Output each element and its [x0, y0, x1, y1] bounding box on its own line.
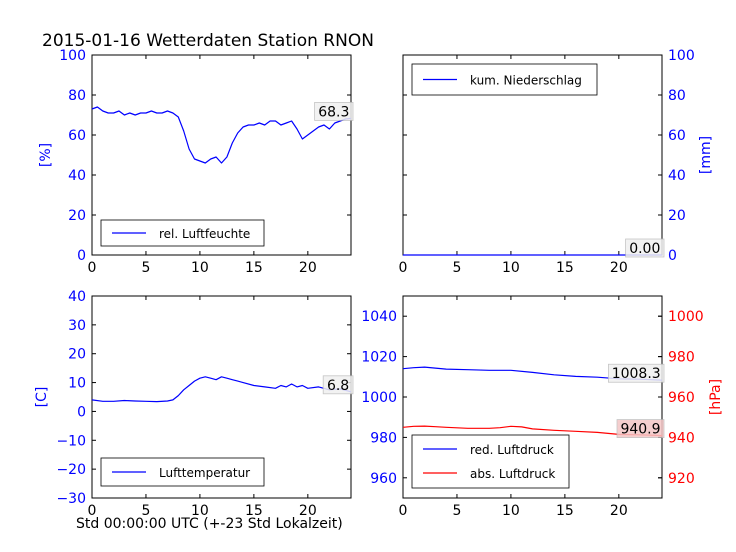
- precipitation-y-axis-label: [mm]: [698, 136, 714, 174]
- pressure-legend-label-0: red. Luftdruck: [470, 443, 554, 457]
- precipitation-y-tick-label: 0: [668, 248, 677, 264]
- temperature-y-tick-label: 20: [68, 347, 86, 363]
- chart-title: 2015-01-16 Wetterdaten Station RNON: [42, 31, 374, 51]
- temperature-y-tick-label: 0: [77, 404, 86, 420]
- pressure-y-tick-label: 1020: [361, 350, 397, 366]
- pressure-x-tick-label: 15: [556, 503, 574, 519]
- humidity-y-tick-label: 40: [68, 168, 86, 184]
- temperature-x-tick-label: 15: [245, 503, 263, 519]
- temperature-y-tick-label: −30: [56, 491, 86, 507]
- pressure-series-line-1: [402, 425, 663, 437]
- panel-temperature: 0 5 10 15 20 −30 −20 −10 0 10 20 30 40 [C] 6.8 Lufttemp…: [34, 289, 354, 519]
- pressure-x-tick-label: 10: [502, 503, 520, 519]
- humidity-value-label-0: 68.3: [318, 104, 349, 120]
- pressure-y2-tick-label: 980: [668, 350, 695, 366]
- panel-precipitation: 0 5 10 15 20 0 20 40 60 80 100 [mm] 0.00 kum. Nieders…: [399, 48, 714, 276]
- pressure-y-axis-label: [hPa]: [708, 379, 724, 415]
- humidity-y-tick-label: 60: [68, 128, 86, 144]
- pressure-legend-label-1: abs. Luftdruck: [470, 467, 555, 481]
- pressure-x-tick-label: 0: [399, 503, 408, 519]
- temperature-y-tick-label: 10: [68, 376, 86, 392]
- pressure-x-tick-label: 20: [610, 503, 628, 519]
- precipitation-y-tick-label: 40: [668, 168, 686, 184]
- temperature-x-tick-label: 5: [141, 503, 150, 519]
- temperature-value-label-0: 6.8: [327, 378, 349, 394]
- humidity-x-tick-label: 5: [141, 260, 150, 276]
- precipitation-x-tick-label: 10: [502, 260, 520, 276]
- temperature-x-tick-label: 0: [88, 503, 97, 519]
- humidity-axes-frame: [91, 54, 352, 256]
- pressure-y2-tick-label: 940: [668, 430, 695, 446]
- panel-pressure: 0 5 10 15 20 960 980 1000 1020 1040 920 940 960 980 10…: [361, 295, 724, 519]
- temperature-y-tick-label: −10: [56, 433, 86, 449]
- temperature-y-tick-label: 30: [68, 318, 86, 334]
- temperature-legend-label-0: Lufttemperatur: [159, 466, 250, 480]
- pressure-value-label-0: 1008.3: [612, 366, 661, 382]
- pressure-y-tick-label: 980: [370, 430, 397, 446]
- humidity-value-label-box-0: [314, 102, 354, 121]
- pressure-y2-tick-label: 960: [668, 390, 695, 406]
- humidity-y-tick-label: 100: [59, 48, 86, 64]
- pressure-y2-tick-label: 920: [668, 471, 695, 487]
- x-axis-caption: Std 00:00:00 UTC (+-23 Std Lokalzeit): [76, 516, 343, 532]
- humidity-x-tick-label: 15: [245, 260, 263, 276]
- humidity-x-tick-label: 20: [299, 260, 317, 276]
- precipitation-legend-label-0: kum. Niederschlag: [470, 74, 582, 88]
- precipitation-x-tick-label: 5: [452, 260, 461, 276]
- pressure-y-tick-label: 1040: [361, 309, 397, 325]
- temperature-axes-frame: [91, 295, 352, 499]
- humidity-y-axis-label: [%]: [38, 143, 54, 167]
- pressure-value-label-1: 940.9: [620, 422, 660, 438]
- precipitation-y-tick-label: 80: [668, 88, 686, 104]
- humidity-y-tick-label: 0: [77, 248, 86, 264]
- pressure-y-tick-label: 1000: [361, 390, 397, 406]
- pressure-y2-tick-label: 1000: [668, 309, 704, 325]
- humidity-series-line-0: [91, 106, 352, 164]
- temperature-y-tick-label: −20: [56, 462, 86, 478]
- precipitation-x-tick-label: 0: [399, 260, 408, 276]
- pressure-y-tick-label: 960: [370, 471, 397, 487]
- precipitation-x-tick-label: 15: [556, 260, 574, 276]
- panel-humidity: 0 5 10 15 20 0 20 40 60 80 100 [%] 68.3 rel. Luftfeuc…: [38, 48, 354, 276]
- precipitation-x-tick-label: 20: [610, 260, 628, 276]
- humidity-x-tick-label: 10: [191, 260, 209, 276]
- humidity-y-tick-label: 20: [68, 208, 86, 224]
- precipitation-value-label-box-0: [625, 238, 665, 258]
- temperature-x-tick-label: 10: [191, 503, 209, 519]
- precipitation-value-label-0: 0.00: [629, 241, 660, 257]
- pressure-value-label-box-1: [616, 419, 665, 438]
- temperature-x-tick-label: 20: [299, 503, 317, 519]
- pressure-legend-box: [411, 434, 570, 489]
- temperature-y-axis-label: [C]: [34, 387, 50, 408]
- temperature-y-tick-label: 40: [68, 289, 86, 305]
- pressure-x-tick-label: 5: [452, 503, 461, 519]
- humidity-legend-label-0: rel. Luftfeuchte: [159, 227, 250, 241]
- temperature-series-line-0: [91, 376, 352, 403]
- humidity-x-tick-label: 0: [88, 260, 97, 276]
- precipitation-y-tick-label: 20: [668, 208, 686, 224]
- precipitation-y-tick-label: 60: [668, 128, 686, 144]
- precipitation-y-tick-label: 100: [668, 48, 695, 64]
- pressure-value-label-box-0: [608, 363, 665, 383]
- humidity-y-tick-label: 80: [68, 88, 86, 104]
- temperature-value-label-box-0: [322, 375, 354, 395]
